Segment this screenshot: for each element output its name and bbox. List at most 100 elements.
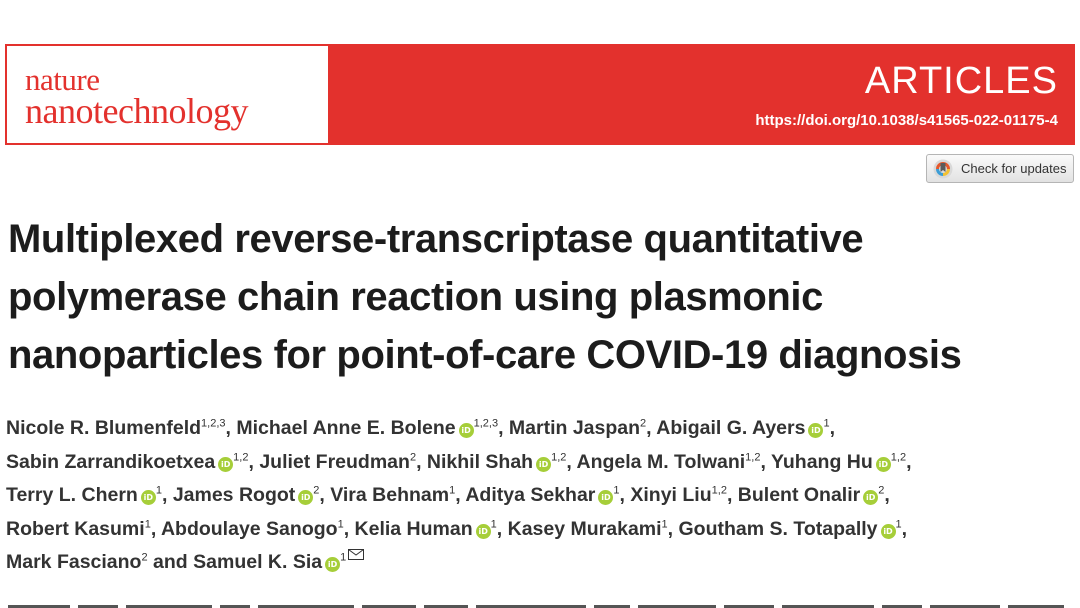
author-name[interactable]: Abigail G. Ayers [656,417,806,439]
affiliation-marker[interactable]: 1,2 [233,451,249,463]
orcid-icon[interactable]: iD [808,423,824,438]
affiliation-marker[interactable]: 1 [155,484,162,497]
orcid-icon[interactable]: iD [218,456,234,472]
affiliation-marker[interactable]: 2 [313,484,320,497]
journal-logo[interactable]: nature nanotechnology [5,44,330,145]
author[interactable]: Abdoulaye Sanogo1 [161,518,344,540]
author-separator: , [225,417,237,439]
author-name[interactable]: Sabin Zarrandikoetxea [6,450,216,473]
author-name[interactable]: Kelia Human [354,517,473,540]
author[interactable]: Sabin Zarrandikoetxea iD1,2 [6,451,248,473]
affiliation-marker[interactable]: 1 [661,518,668,530]
author-name[interactable]: Nicole R. Blumenfeld [6,417,202,439]
author-name[interactable]: Bulent Onalir [737,484,861,506]
section-label: ARTICLES [864,60,1058,102]
check-for-updates-button[interactable]: Check for updates [926,154,1074,183]
author-name[interactable]: Abdoulaye Sanogo [160,517,338,540]
author[interactable]: Xinyi Liu1,2 [630,484,727,506]
author[interactable]: Robert Kasumi1 [6,518,151,540]
author-name[interactable]: Aditya Sekhar [465,484,596,506]
author-separator: , [248,450,260,473]
author-name[interactable]: Mark Fasciano [6,551,142,573]
author[interactable]: James Rogot iD2 [173,484,320,506]
author[interactable]: Vira Behnam1 [330,484,455,506]
orcid-icon[interactable]: iD [880,523,896,539]
author[interactable]: Michael Anne E. Bolene iD1,2,3 [236,417,498,439]
author-name[interactable]: Vira Behnam [330,484,450,506]
author-list: Nicole R. Blumenfeld1,2,3, Michael Anne … [6,412,1076,580]
author-name[interactable]: Juliet Freudman [259,450,410,473]
affiliation-marker[interactable]: 1 [340,551,347,564]
author-separator: , [829,417,836,439]
author-name[interactable]: Robert Kasumi [6,517,145,540]
orcid-icon[interactable]: iD [863,490,879,505]
affiliation-marker[interactable]: 1,2 [890,451,907,463]
author-name[interactable]: Xinyi Liu [630,484,712,506]
affiliation-marker[interactable]: 1,2 [551,451,567,463]
author[interactable]: Kelia Human iD1 [355,518,497,540]
abstract-text-peek [8,598,1072,608]
author-separator: , [150,517,161,540]
author-name[interactable]: Goutham S. Totapally [678,517,878,540]
affiliation-marker[interactable]: 2 [141,551,148,564]
author[interactable]: Yuhang Hu iD1,2 [771,451,906,473]
title-line: Multiplexed reverse-transcriptase quanti… [8,217,864,261]
author-separator: , [416,450,427,473]
title-line: polymerase chain reaction using plasmoni… [8,275,823,319]
orcid-icon[interactable]: iD [475,523,491,539]
affiliation-marker[interactable]: 2 [640,417,647,430]
author-name[interactable]: Samuel K. Sia [193,551,323,573]
affiliation-marker[interactable]: 2 [878,484,885,497]
orcid-icon[interactable]: iD [140,490,156,505]
author-separator: , [343,517,355,540]
author-separator: , [726,484,738,506]
affiliation-marker[interactable]: 1,2 [711,484,727,497]
author[interactable]: Terry L. Chern iD1 [6,484,162,506]
envelope-icon[interactable] [348,549,365,560]
affiliation-marker[interactable]: 1 [144,518,151,530]
affiliation-marker[interactable]: 1,2,3 [201,417,226,430]
orcid-icon[interactable]: iD [875,456,891,472]
author-name[interactable]: Nikhil Shah [426,450,534,473]
orcid-icon[interactable]: iD [536,456,552,472]
author[interactable]: Samuel K. Sia iD1 [193,549,365,573]
author-name[interactable]: Terry L. Chern [6,484,138,506]
author-name[interactable]: James Rogot [172,484,296,506]
author-separator: , [884,484,890,506]
author-name[interactable]: Michael Anne E. Bolene [236,417,456,439]
author[interactable]: Nicole R. Blumenfeld1,2,3 [6,417,226,439]
affiliation-marker[interactable]: 1 [490,518,497,530]
orcid-icon[interactable]: iD [458,423,474,438]
author[interactable]: Bulent Onalir iD2 [738,484,885,506]
author-name[interactable]: Martin Jaspan [508,417,641,439]
affiliation-marker[interactable]: 2 [409,451,417,463]
author[interactable]: Juliet Freudman2 [259,451,416,473]
author[interactable]: Nikhil Shah iD1,2 [427,451,566,473]
orcid-icon[interactable]: iD [298,490,314,505]
author[interactable]: Goutham S. Totapally iD1 [679,518,902,540]
affiliation-marker[interactable]: 1 [449,484,456,497]
author[interactable]: Kasey Murakami1 [508,518,668,540]
author-separator: , [667,517,679,540]
affiliation-marker[interactable]: 1 [895,518,902,530]
affiliation-marker[interactable]: 1,2,3 [473,417,499,430]
author-name[interactable]: Yuhang Hu [770,450,873,473]
orcid-icon[interactable]: iD [325,557,341,572]
author-name[interactable]: Kasey Murakami [507,517,662,540]
author[interactable]: Martin Jaspan2 [509,417,646,439]
affiliation-marker[interactable]: 1 [613,484,620,497]
affiliation-marker[interactable]: 1 [337,518,344,530]
affiliation-marker[interactable]: 1,2 [745,451,761,463]
author-separator: , [498,417,509,439]
doi-link[interactable]: https://doi.org/10.1038/s41565-022-01175… [755,112,1058,129]
author[interactable]: Angela M. Tolwani1,2 [577,451,761,473]
orcid-icon[interactable]: iD [598,490,614,505]
author-name[interactable]: Angela M. Tolwani [576,450,746,473]
crossmark-icon [933,159,953,178]
article-title: Multiplexed reverse-transcriptase quanti… [8,210,1078,384]
author-line: Nicole R. Blumenfeld1,2,3, Michael Anne … [6,412,1076,446]
author[interactable]: Abigail G. Ayers iD1 [656,417,829,439]
affiliation-marker[interactable]: 1 [823,417,830,430]
author[interactable]: Aditya Sekhar iD1 [465,484,619,506]
author[interactable]: Mark Fasciano2 [6,551,148,573]
